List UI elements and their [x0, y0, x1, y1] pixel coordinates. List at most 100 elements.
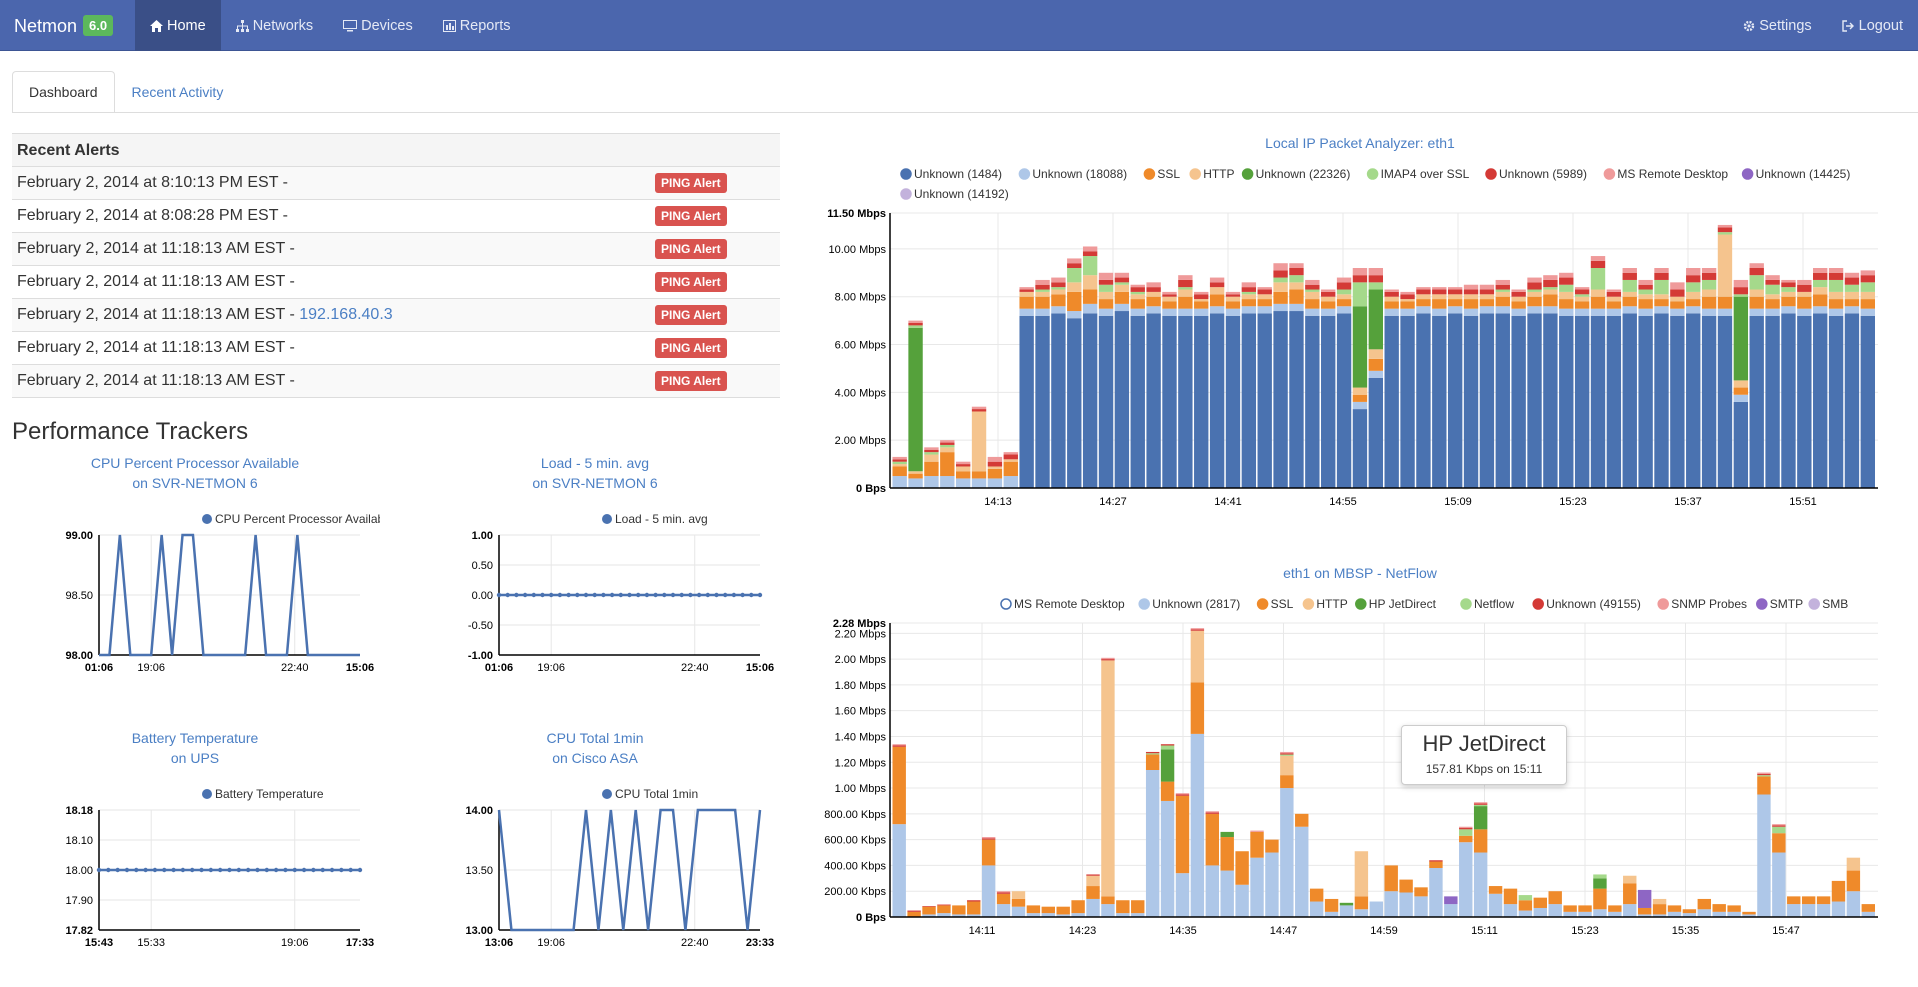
nav-reports[interactable]: Reports: [428, 0, 526, 51]
bar-segment: [1071, 913, 1085, 917]
bar-segment: [1742, 914, 1756, 917]
cpu-total-subtitle[interactable]: on Cisco ASA: [552, 750, 638, 766]
data-point: [575, 592, 580, 598]
bar-segment: [1590, 260, 1606, 268]
y-tick-label: 98.50: [65, 590, 93, 602]
nav-settings[interactable]: Settings: [1728, 0, 1826, 51]
ping-alert-badge[interactable]: PING Alert: [655, 305, 727, 325]
bar-segment: [1787, 896, 1801, 905]
nav-logout[interactable]: Logout: [1827, 0, 1918, 51]
alert-time: February 2, 2014 at 8:08:28 PM EST -: [17, 207, 288, 224]
bar-segment: [1384, 891, 1398, 917]
bar-segment: [1463, 289, 1479, 295]
bar-segment: [1686, 313, 1701, 488]
bar-segment: [1071, 900, 1085, 914]
bar-segment: [1400, 299, 1415, 302]
ping-alert-badge[interactable]: PING Alert: [655, 206, 727, 226]
alert-ip-link[interactable]: 192.168.40.3: [299, 306, 393, 323]
x-tick-label: 22:40: [281, 662, 309, 674]
bar-segment: [1324, 911, 1339, 917]
version-badge: 6.0: [83, 15, 114, 36]
bar-segment: [1654, 272, 1669, 280]
bar-segment: [908, 473, 923, 479]
bar-segment: [1447, 313, 1463, 488]
cpu-available-subtitle[interactable]: on SVR-NETMON 6: [132, 475, 258, 491]
bar-segment: [1686, 282, 1701, 292]
bar-segment: [1400, 315, 1415, 488]
bar-segment: [1209, 287, 1225, 295]
nav-settings-label: Settings: [1759, 17, 1812, 34]
bar-segment: [1543, 275, 1558, 280]
x-tick-label: 15:33: [137, 937, 165, 949]
bar-segment: [1235, 884, 1249, 917]
battery-subtitle[interactable]: on UPS: [170, 750, 220, 766]
legend-swatch: [602, 514, 612, 524]
tab-dashboard[interactable]: Dashboard: [12, 71, 115, 113]
bar-segment: [1116, 900, 1130, 914]
nav-home[interactable]: Home: [135, 0, 221, 51]
legend-swatch: [1485, 168, 1497, 180]
load-title-text[interactable]: Load - 5 min. avg: [540, 455, 650, 471]
tab-recent-activity[interactable]: Recent Activity: [131, 84, 224, 100]
bar-segment: [1861, 904, 1875, 912]
battery-title-text[interactable]: Battery Temperature: [131, 730, 259, 746]
bar-segment: [1019, 289, 1034, 292]
bar-segment: [1067, 282, 1082, 292]
bar-segment: [1593, 878, 1607, 889]
y-tick-label: 1.60 Mbps: [835, 706, 887, 718]
x-tick-label: 15:11: [1471, 925, 1498, 935]
bar-segment: [1844, 299, 1860, 307]
bar-segment: [1563, 911, 1577, 917]
bar-segment: [1352, 268, 1368, 276]
y-tick-label: 4.00 Mbps: [835, 387, 887, 399]
bar-segment: [1339, 905, 1354, 917]
legend-label: SSL: [1271, 597, 1294, 611]
ping-alert-badge[interactable]: PING Alert: [655, 239, 727, 259]
bar-segment: [1638, 294, 1653, 300]
y-tick-label: 17.90: [65, 895, 93, 907]
cpu-available-title-text[interactable]: CPU Percent Processor Available: [90, 455, 300, 471]
bar-segment: [924, 447, 939, 450]
bar-segment: [1559, 299, 1574, 309]
data-point: [496, 592, 502, 598]
bar-segment: [971, 471, 987, 479]
bar-segment: [1828, 279, 1844, 292]
bar-segment: [1622, 268, 1637, 273]
ping-alert-badge[interactable]: PING Alert: [655, 371, 727, 391]
nav-networks[interactable]: Networks: [221, 0, 328, 51]
bar-segment: [1757, 794, 1771, 917]
bar-segment: [1463, 294, 1479, 300]
bar-segment: [1352, 409, 1368, 488]
brand[interactable]: Netmon 6.0: [14, 15, 114, 37]
bar-segment: [1162, 308, 1177, 316]
bar-segment: [1082, 303, 1098, 314]
bar-segment: [1682, 913, 1697, 917]
bar-segment: [1844, 306, 1860, 314]
bar-segment: [1459, 842, 1473, 917]
bar-segment: [1162, 315, 1177, 488]
ping-alert-badge[interactable]: PING Alert: [655, 272, 727, 292]
netflow-title[interactable]: eth1 on MBSP - NetFlow: [1283, 565, 1437, 581]
bar-segment: [1574, 287, 1590, 290]
bar-segment: [1190, 630, 1205, 683]
bar-segment: [967, 901, 981, 915]
legend-swatch: [1657, 598, 1669, 610]
packet-analyzer-title[interactable]: Local IP Packet Analyzer: eth1: [1265, 135, 1455, 151]
navbar: Netmon 6.0 Home Networks Devices Reports …: [0, 0, 1918, 51]
bar-segment: [940, 444, 955, 448]
bar-segment: [908, 471, 923, 474]
bar-segment: [1416, 287, 1431, 290]
ping-alert-badge[interactable]: PING Alert: [655, 338, 727, 358]
bar-segment: [1160, 744, 1175, 746]
bar-segment: [1749, 268, 1764, 276]
series-line: [497, 808, 762, 932]
bar-segment: [1801, 896, 1816, 905]
cpu-total-title-text[interactable]: CPU Total 1min: [546, 730, 644, 746]
bar-segment: [1321, 301, 1336, 309]
ping-alert-badge[interactable]: PING Alert: [655, 173, 727, 193]
bar-segment: [1131, 900, 1145, 914]
nav-devices[interactable]: Devices: [328, 0, 428, 51]
data-point: [227, 867, 232, 873]
load-subtitle[interactable]: on SVR-NETMON 6: [532, 475, 658, 491]
bar-segment: [1175, 795, 1190, 874]
